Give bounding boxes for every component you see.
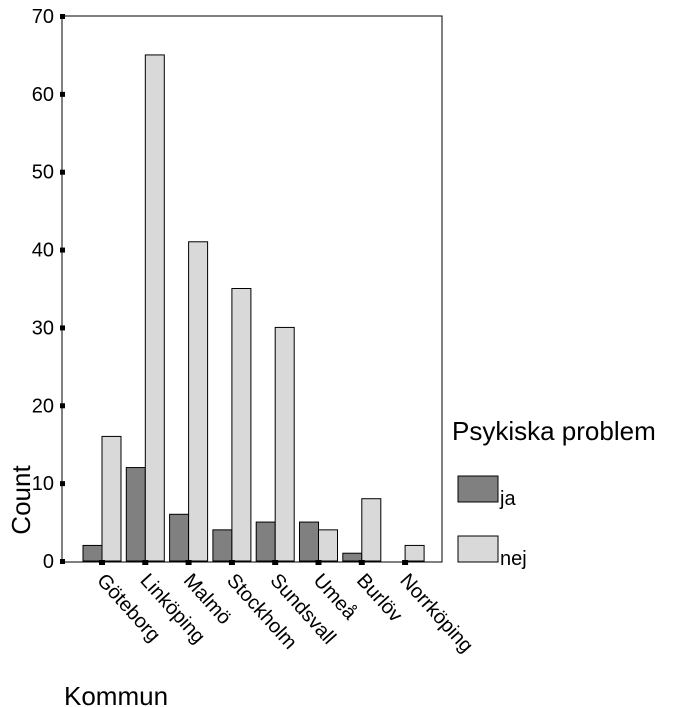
plot-frame: [61, 15, 443, 563]
legend-label-ja: ja: [499, 488, 516, 510]
legend: ja nej: [457, 475, 527, 570]
bar-nej-Malmö: [188, 241, 209, 562]
x-tick-mark: [228, 560, 235, 565]
bar-ja-Göteborg: [82, 544, 103, 562]
x-tick-mark: [402, 560, 409, 565]
y-axis: 0 10 20 30 40 50 60 70: [32, 6, 65, 573]
y-tick-label: 40: [32, 240, 54, 262]
x-tick-mark: [315, 560, 322, 565]
y-tick-label: 30: [32, 317, 54, 339]
y-tick-label: 70: [32, 6, 54, 28]
bar-ja-Sundsvall: [255, 521, 276, 562]
bar-ja-Stockholm: [212, 529, 233, 562]
bar-ja-Linköping: [125, 467, 146, 562]
y-tick-label: 50: [32, 162, 54, 184]
legend-title: Psykiska problem: [452, 416, 656, 446]
bar-nej-Stockholm: [231, 288, 252, 562]
x-tick-label: Norrköping: [395, 570, 477, 657]
bar-ja-Malmö: [169, 513, 190, 562]
bar-nej-Umeå: [318, 529, 338, 562]
x-tick-mark: [272, 560, 279, 565]
bar-nej-Göteborg: [101, 435, 122, 562]
x-tick-mark: [99, 560, 105, 565]
bar-nej-Linköping: [144, 54, 165, 562]
bars: [82, 54, 425, 562]
legend-swatch-nej: [457, 535, 499, 563]
bar-nej-Sundsvall: [274, 326, 295, 562]
y-tick-mark: [60, 169, 65, 175]
bar-nej-Burlöv: [361, 498, 382, 562]
x-tick-label: Burlöv: [352, 570, 406, 627]
y-tick-label: 20: [32, 395, 54, 417]
x-axis: GöteborgLinköpingMalmöStockholmSundsvall…: [92, 560, 477, 657]
y-axis-title: Count: [6, 465, 36, 535]
y-tick-mark: [60, 247, 65, 253]
legend-swatch-ja: [457, 475, 499, 503]
bar-ja-Burlöv: [342, 552, 363, 562]
y-tick-mark: [60, 91, 65, 97]
y-tick-label: 10: [32, 473, 54, 495]
legend-label-nej: nej: [500, 548, 527, 570]
y-tick-mark: [60, 559, 65, 564]
y-tick-mark: [60, 325, 65, 331]
x-tick-mark: [142, 560, 149, 565]
x-tick-mark: [358, 560, 365, 565]
y-tick-mark: [60, 403, 65, 409]
y-tick-mark: [60, 14, 65, 19]
x-tick-mark: [185, 560, 192, 565]
bar-ja-Umeå: [299, 521, 319, 562]
bar-nej-Norrköping: [404, 544, 425, 562]
y-tick-label: 0: [43, 551, 54, 573]
y-tick-mark: [60, 481, 65, 487]
x-axis-title: Kommun: [64, 681, 168, 707]
y-tick-label: 60: [32, 84, 54, 106]
